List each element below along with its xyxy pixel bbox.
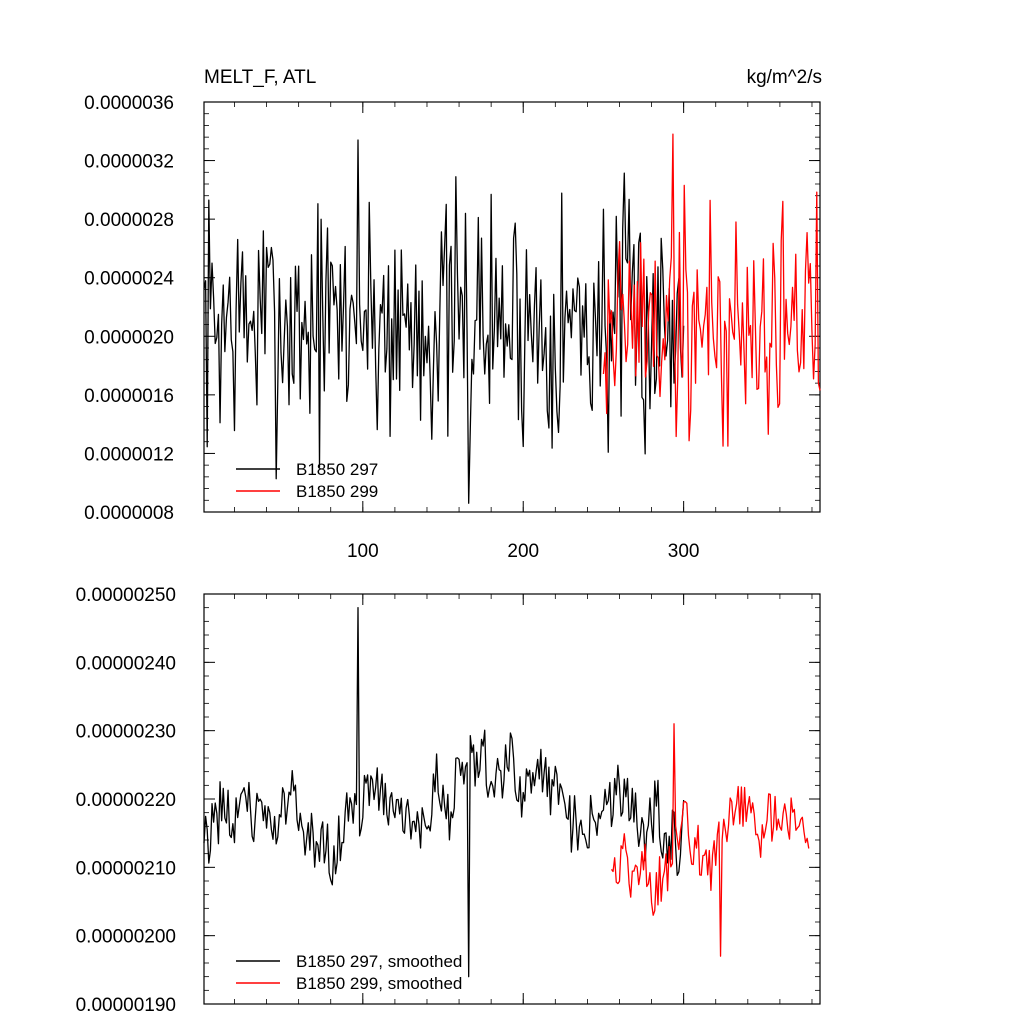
top-series-group bbox=[203, 133, 821, 504]
top-legend: B1850 297 B1850 299 bbox=[236, 460, 378, 501]
bottom-y-tick-label: 0.00000190 bbox=[76, 995, 176, 1016]
top-title-right: kg/m^2/s bbox=[747, 67, 822, 88]
top-y-tick-label: 0.0000036 bbox=[84, 93, 174, 114]
bottom-legend: B1850 297, smoothed B1850 299, smoothed bbox=[236, 952, 462, 993]
bottom-series-group bbox=[203, 607, 810, 978]
top-y-tick-label: 0.0000020 bbox=[84, 327, 174, 348]
top-title-left: MELT_F, ATL bbox=[204, 67, 316, 88]
bottom-panel: 0.00000190 0.00000200 0.00000210 0.00000… bbox=[76, 585, 821, 1016]
top-y-tick-label: 0.0000012 bbox=[84, 444, 174, 465]
top-x-tick-labels: 100 200 300 bbox=[347, 541, 700, 562]
top-y-tick-labels: 0.0000008 0.0000012 0.0000016 0.0000020 … bbox=[84, 93, 174, 524]
legend-label-b1850-297: B1850 297 bbox=[296, 460, 378, 479]
top-plot-frame bbox=[203, 101, 821, 513]
bottom-y-tick-label: 0.00000250 bbox=[76, 585, 176, 606]
series-line-b1850-299-smoothed bbox=[610, 723, 810, 957]
top-x-tick-label: 300 bbox=[668, 541, 700, 562]
top-panel: MELT_F, ATL kg/m^2/s 0.0000008 0.0000012… bbox=[84, 67, 822, 562]
top-y-tick-label: 0.0000008 bbox=[84, 503, 174, 524]
bottom-y-tick-label: 0.00000200 bbox=[76, 927, 176, 948]
legend-label-b1850-299: B1850 299 bbox=[296, 482, 378, 501]
legend-label-b1850-297-smoothed: B1850 297, smoothed bbox=[296, 952, 462, 971]
top-y-tick-label: 0.0000028 bbox=[84, 210, 174, 231]
bottom-y-tick-labels: 0.00000190 0.00000200 0.00000210 0.00000… bbox=[76, 585, 176, 1016]
top-y-tick-label: 0.0000032 bbox=[84, 152, 174, 173]
legend-label-b1850-299-smoothed: B1850 299, smoothed bbox=[296, 974, 462, 993]
series-line-b1850-297-smoothed bbox=[203, 607, 685, 978]
top-x-tick-label: 200 bbox=[507, 541, 539, 562]
bottom-y-tick-label: 0.00000220 bbox=[76, 790, 176, 811]
top-x-tick-label: 100 bbox=[347, 541, 379, 562]
bottom-y-tick-label: 0.00000240 bbox=[76, 653, 176, 674]
top-y-tick-label: 0.0000024 bbox=[84, 269, 174, 290]
series-line-b1850-299 bbox=[602, 133, 821, 447]
bottom-y-tick-label: 0.00000210 bbox=[76, 858, 176, 879]
top-y-tick-label: 0.0000016 bbox=[84, 386, 174, 407]
bottom-y-tick-label: 0.00000230 bbox=[76, 722, 176, 743]
series-line-b1850-297 bbox=[203, 139, 685, 504]
